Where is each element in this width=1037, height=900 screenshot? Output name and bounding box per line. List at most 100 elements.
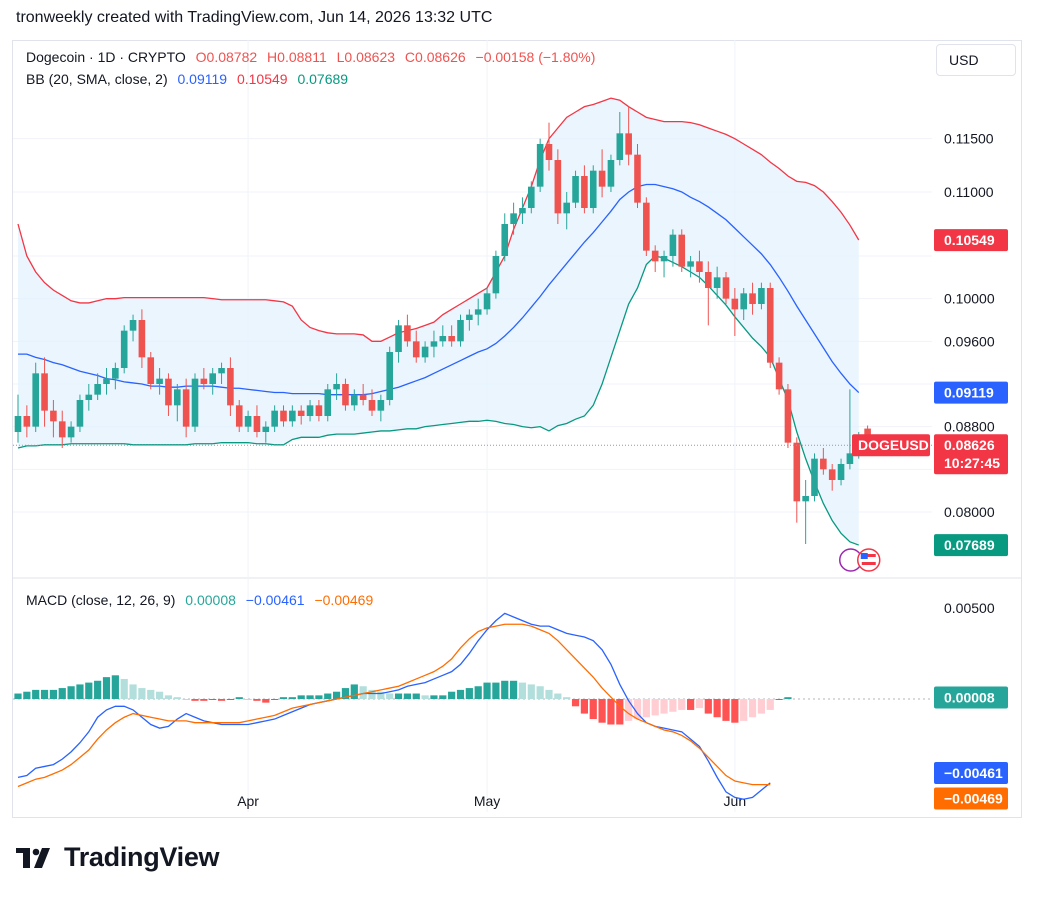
symbol-tag-text: DOGEUSD [858, 437, 929, 453]
candle-body [191, 378, 199, 427]
price-axis-ticks: 0.11500 0.11000 0.10000 0.09600 0.08800 0.080… [944, 131, 995, 520]
macd-hist-bar [40, 689, 49, 699]
candle [138, 309, 146, 368]
candle-body [483, 293, 491, 310]
macd-hist-bar [49, 689, 57, 699]
candle [510, 202, 517, 235]
candle-body [775, 362, 783, 390]
macd-label-badge-text: −0.00469 [944, 790, 1003, 806]
candle-body [138, 320, 146, 358]
candle [94, 373, 101, 400]
macd-hist-bar [430, 695, 438, 699]
tradingview-logo[interactable]: TradingView [16, 842, 220, 873]
candle-body [687, 261, 694, 267]
candle [740, 288, 747, 320]
price-label-badge-text: 0.07689 [944, 537, 995, 553]
price-tick-label: 0.08000 [944, 504, 995, 520]
candle-body [342, 384, 349, 406]
candle-body [41, 373, 48, 411]
candle [749, 282, 756, 315]
candle [528, 181, 535, 214]
candle [412, 330, 420, 363]
macd-hist-bar [217, 699, 226, 701]
time-tick-label: May [474, 793, 500, 809]
macd-hist-bar [209, 699, 217, 700]
candle-body [651, 250, 659, 262]
macd-hist-bar [58, 688, 66, 699]
candle-body [607, 160, 615, 187]
price-label-badge-text: 0.09119 [944, 385, 994, 401]
candle [174, 384, 181, 422]
macd-hist-bar [439, 695, 447, 699]
macd-hist-bar [156, 691, 164, 699]
candle-body [616, 133, 624, 160]
candle-body [696, 261, 703, 272]
candle [784, 384, 792, 448]
candle-body [669, 234, 677, 256]
candle [731, 288, 739, 336]
macd-hist-bar [32, 689, 40, 699]
candle-body [598, 170, 606, 187]
candle-body [802, 496, 809, 502]
macd-label[interactable]: MACD (close, 12, 26, 9) [26, 592, 176, 608]
macd-hist-bar [536, 686, 544, 699]
macd-hist-bar [687, 699, 695, 710]
candle-body [820, 458, 827, 470]
candle-body [634, 154, 641, 203]
candle [572, 170, 579, 208]
candle-body [351, 394, 358, 406]
macd-hist-bar [633, 699, 642, 720]
candle-body [439, 336, 447, 342]
candle [492, 250, 500, 299]
candle-body [589, 170, 597, 208]
candle [713, 266, 721, 299]
candle [289, 405, 296, 427]
macd-hist-bar [527, 684, 535, 699]
price-tick-label: 0.08800 [944, 419, 995, 435]
candle [297, 405, 305, 425]
symbol-name[interactable]: Dogecoin · 1D · CRYPTO [26, 49, 186, 65]
macd-hist-bar [120, 678, 128, 699]
macd-hist-bar [660, 699, 668, 714]
bb-label[interactable]: BB (20, SMA, close, 2) [26, 71, 168, 87]
candle [112, 362, 119, 390]
candle-body [412, 341, 420, 358]
candle [581, 165, 588, 214]
macd-hist-bar [102, 677, 111, 699]
candle-body [200, 378, 208, 384]
macd-hist-bar [625, 699, 633, 721]
ohlc-open: O0.08782 [195, 49, 258, 65]
candle [351, 389, 358, 411]
candle-body [23, 416, 31, 427]
candle-body [713, 277, 721, 288]
candle-body [315, 405, 323, 416]
candle [643, 197, 650, 256]
candle-body [297, 410, 305, 416]
bb-legend: BB (20, SMA, close, 2) 0.09119 0.10549 0… [26, 71, 354, 87]
macd-hist-bar [492, 682, 500, 699]
candle [227, 357, 234, 416]
macd-hist-bar [518, 682, 527, 699]
candle [85, 384, 93, 411]
candle-body [14, 416, 22, 432]
candle [359, 384, 367, 406]
macd-hist-bar [563, 697, 571, 699]
candle [501, 213, 509, 262]
candle-body [466, 314, 473, 320]
candle-body [377, 400, 385, 411]
candle [846, 389, 854, 470]
macd-hist-bar [377, 691, 385, 699]
candle-body [280, 410, 287, 422]
bb-lower-line [17, 255, 859, 546]
candle [439, 325, 447, 347]
macd-hist-bar [545, 689, 553, 699]
macd-tick-label: 0.00500 [944, 600, 995, 616]
macd-hist-bar [421, 695, 429, 699]
candle [563, 192, 570, 230]
candle-body [218, 368, 225, 374]
bb-basis-line [18, 183, 860, 396]
macd-macd-line [17, 612, 771, 800]
currency-button[interactable]: USD [936, 44, 1016, 76]
candle-body [165, 378, 172, 406]
